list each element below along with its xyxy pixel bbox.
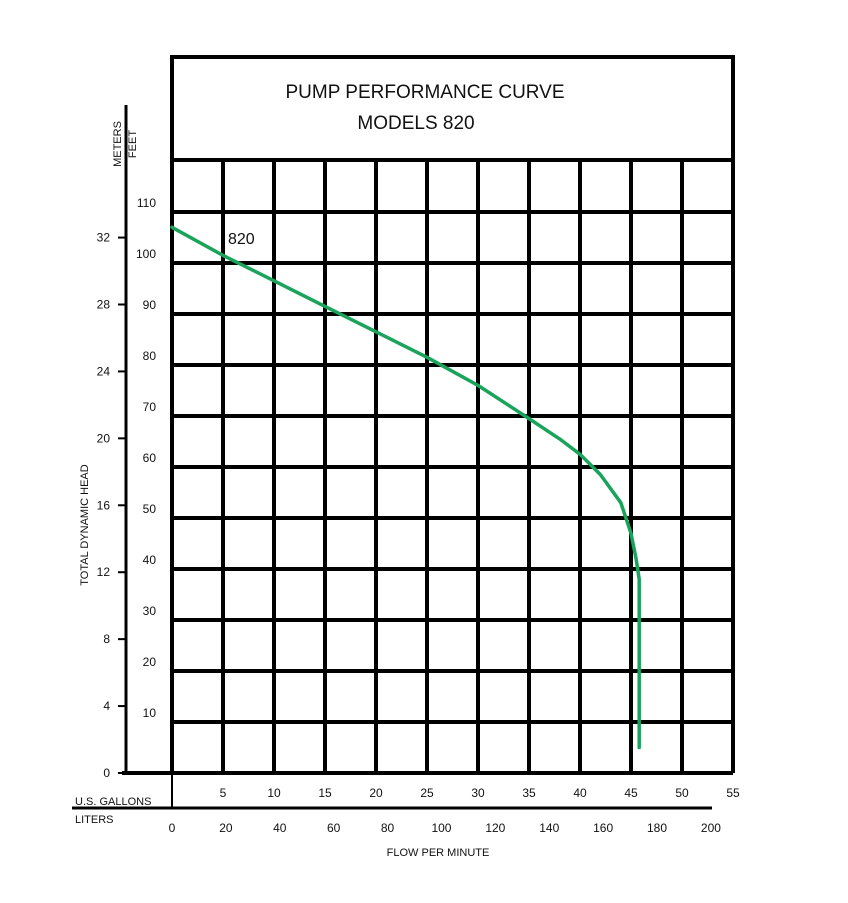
x-tick-label-gallons: 45: [624, 786, 638, 800]
chart-subtitle: MODELS 820: [357, 113, 474, 134]
y-tick-label-meters: 20: [97, 431, 111, 445]
y-tick-label-feet: 20: [143, 655, 157, 669]
x-tick-label-liters: 80: [381, 821, 395, 835]
y-tick-label-feet: 10: [143, 706, 157, 720]
chart-title: PUMP PERFORMANCE CURVE: [285, 82, 564, 103]
x-tick-label-liters: 120: [485, 821, 505, 835]
x-tick-label-liters: 200: [701, 821, 721, 835]
x-tick-label-liters: 0: [169, 821, 176, 835]
series-lines: [170, 225, 641, 750]
title-box: [170, 55, 735, 162]
series-line-820: [170, 225, 641, 750]
x-tick-label-liters: 100: [431, 821, 451, 835]
x-tick-label-gallons: 5: [220, 786, 227, 800]
y-tick-label-feet: 100: [136, 247, 156, 261]
y-tick-label-meters: 24: [97, 364, 111, 378]
y-tick-label-meters: 28: [97, 297, 111, 311]
y-tick-label-meters: 32: [97, 231, 111, 245]
x-tick-label-liters: 160: [593, 821, 613, 835]
y-tick-label-feet: 60: [143, 451, 157, 465]
x-unit-gallons-label: U.S. GALLONS: [75, 796, 151, 808]
x-tick-label-gallons: 10: [267, 786, 281, 800]
x-tick-label-gallons: 30: [471, 786, 485, 800]
x-tick-label-gallons: 55: [726, 786, 740, 800]
x-tick-label-gallons: 35: [522, 786, 536, 800]
axes: 5 10 15 20 25 30 35 40 45 50 550 20 40 60 80 100 120 140 1…: [72, 105, 740, 835]
x-unit-liters-label: LITERS: [75, 814, 114, 826]
y-tick-label-meters: 8: [103, 632, 110, 646]
x-tick-label-liters: 60: [327, 821, 341, 835]
x-tick-label-gallons: 50: [675, 786, 689, 800]
y-tick-label-feet: 50: [143, 502, 157, 516]
y-axis-label: TOTAL DYNAMIC HEAD: [79, 464, 91, 585]
y-tick-label-feet: 80: [143, 349, 157, 363]
y-tick-label-feet: 90: [143, 298, 157, 312]
x-tick-label-liters: 40: [273, 821, 287, 835]
y-tick-label-meters: 4: [103, 699, 110, 713]
y-tick-label-feet: 110: [137, 196, 156, 210]
x-tick-label-gallons: 40: [573, 786, 587, 800]
y-tick-label-feet: 30: [143, 604, 157, 618]
y-tick-label-meters: 16: [97, 498, 111, 512]
x-tick-label-liters: 20: [219, 821, 233, 835]
series-label-820: 820: [228, 231, 255, 248]
x-tick-label-gallons: 15: [318, 786, 332, 800]
x-tick-label-liters: 180: [647, 821, 667, 835]
chart-grid: [170, 158, 735, 773]
y-unit-feet-label: FEET: [127, 130, 139, 158]
x-axis-label: FLOW PER MINUTE: [387, 847, 490, 859]
y-tick-label-meters: 0: [103, 766, 110, 780]
x-tick-label-liters: 140: [539, 821, 559, 835]
y-tick-label-meters: 12: [97, 565, 111, 579]
x-tick-label-gallons: 20: [369, 786, 383, 800]
x-tick-label-gallons: 25: [420, 786, 434, 800]
y-unit-meters-label: METERS: [112, 121, 124, 167]
y-tick-label-feet: 70: [143, 400, 157, 414]
y-tick-label-feet: 40: [143, 553, 157, 567]
chart-frame: [170, 55, 735, 162]
